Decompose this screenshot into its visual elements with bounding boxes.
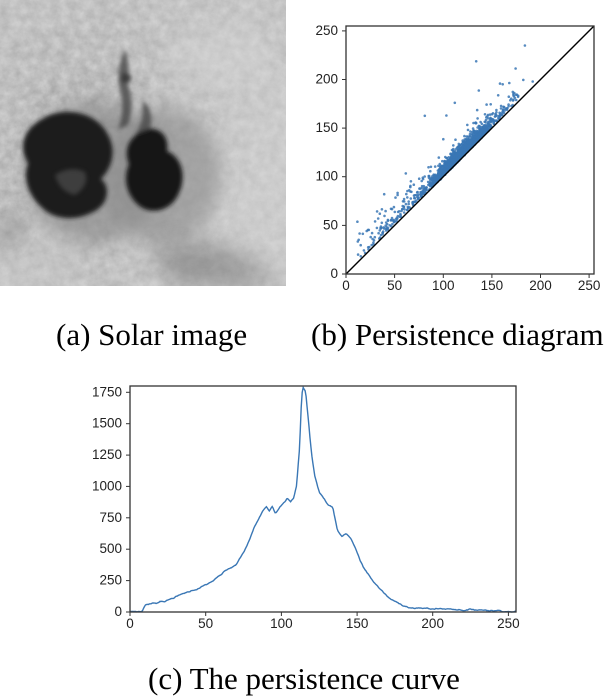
svg-text:100: 100 <box>270 616 293 631</box>
svg-text:150: 150 <box>346 616 369 631</box>
svg-text:1250: 1250 <box>92 447 122 462</box>
svg-text:150: 150 <box>315 120 338 135</box>
svg-text:200: 200 <box>421 616 444 631</box>
svg-text:250: 250 <box>315 23 338 38</box>
svg-text:0: 0 <box>114 604 122 619</box>
svg-text:50: 50 <box>198 616 213 631</box>
svg-text:1500: 1500 <box>92 416 122 431</box>
svg-text:250: 250 <box>99 573 122 588</box>
svg-text:0: 0 <box>342 278 350 293</box>
svg-text:50: 50 <box>387 278 402 293</box>
svg-text:500: 500 <box>99 541 122 556</box>
svg-text:200: 200 <box>529 278 552 293</box>
svg-text:250: 250 <box>578 278 600 293</box>
svg-text:1000: 1000 <box>92 478 122 493</box>
svg-text:0: 0 <box>126 616 134 631</box>
svg-text:100: 100 <box>432 278 455 293</box>
svg-text:50: 50 <box>323 217 338 232</box>
svg-text:200: 200 <box>315 72 338 87</box>
svg-text:100: 100 <box>315 169 338 184</box>
svg-text:150: 150 <box>481 278 504 293</box>
svg-text:250: 250 <box>497 616 520 631</box>
svg-text:1750: 1750 <box>92 384 122 399</box>
svg-text:0: 0 <box>330 266 338 281</box>
svg-text:750: 750 <box>99 510 122 525</box>
